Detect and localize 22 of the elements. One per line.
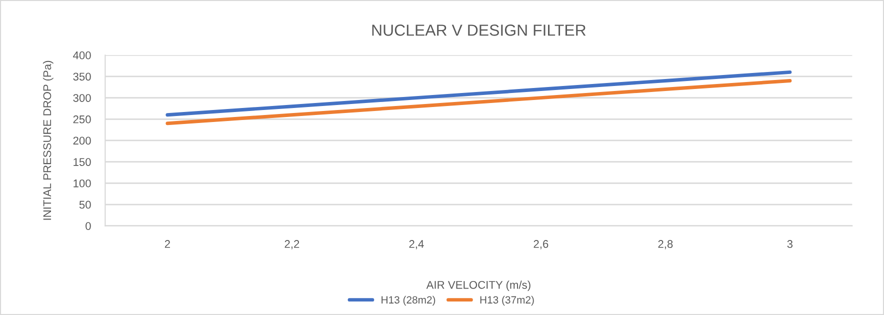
y-tick-label: 250 xyxy=(73,115,91,124)
x-tick-label: 2,6 xyxy=(534,240,548,250)
y-tick-label: 350 xyxy=(73,72,91,81)
x-tick-label: 2,4 xyxy=(409,240,424,250)
y-tick-label: 400 xyxy=(73,51,91,60)
x-tick-label: 2,2 xyxy=(284,240,300,250)
y-tick-label: 150 xyxy=(74,158,91,166)
line-series xyxy=(166,70,792,117)
x-tick-label: 2,8 xyxy=(658,240,673,250)
x-tick-label: 2 xyxy=(164,240,170,248)
chart-title: NUCLEAR V DESIGN FILTER xyxy=(372,24,586,36)
y-tick-label: 0 xyxy=(86,222,91,230)
legend-label: H13 (28m2) xyxy=(382,296,436,306)
line-series xyxy=(166,79,792,126)
y-axis-title: INITIAL PRESSURE DROP (Pa) xyxy=(42,60,54,220)
x-tick-label: 3 xyxy=(787,240,793,248)
y-tick-label: 50 xyxy=(79,200,91,209)
legend-label: H13 (37m2) xyxy=(480,296,534,306)
y-tick-label: 100 xyxy=(74,179,91,188)
x-axis-title: AIR VELOCITY (m/s) xyxy=(426,280,530,292)
y-tick-label: 200 xyxy=(73,136,91,145)
y-tick-label: 300 xyxy=(73,94,91,102)
